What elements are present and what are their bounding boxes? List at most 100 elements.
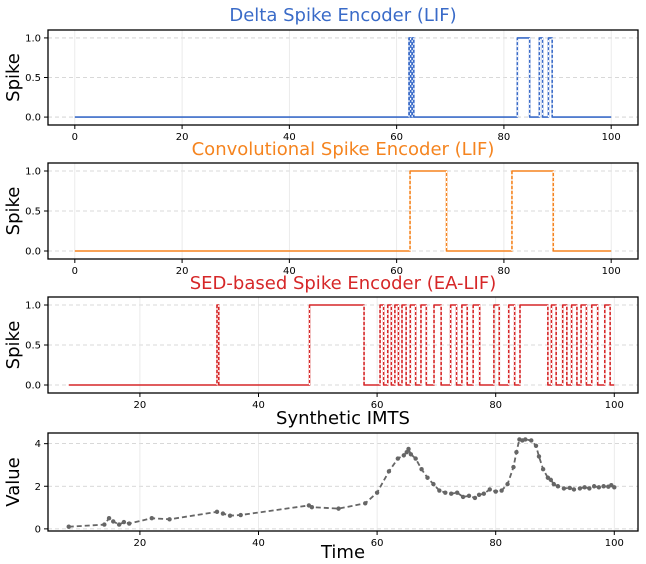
imts-point xyxy=(437,488,442,493)
delta-xtick-label: 0 xyxy=(72,132,78,143)
imts-point xyxy=(336,506,341,511)
sed-ytick-label: 0.5 xyxy=(25,341,41,352)
imts-point xyxy=(493,489,498,494)
sed-xtick-label: 20 xyxy=(134,400,147,411)
imts-point xyxy=(561,486,567,491)
delta-xtick-label: 100 xyxy=(602,132,621,143)
delta-title: Delta Spike Encoder (LIF) xyxy=(229,5,456,26)
imts-point xyxy=(149,516,154,521)
imts-point xyxy=(499,488,504,493)
imts-ytick-label: 2 xyxy=(35,482,41,493)
imts-point xyxy=(529,438,534,443)
imts-point xyxy=(571,487,577,492)
sed-xtick-label: 60 xyxy=(371,400,384,411)
imts-xlabel: Time xyxy=(320,542,365,563)
imts-point xyxy=(431,481,436,487)
panel-imts: 20 40 60 80 100 0 2 4 Synthetic IMTS Value Time xyxy=(3,408,639,563)
sed-title: SED-based Spike Encoder (EA-LIF) xyxy=(190,273,496,294)
imts-point xyxy=(395,456,401,461)
sed-series-line xyxy=(68,304,615,386)
delta-xtick-label: 80 xyxy=(498,132,511,143)
imts-point xyxy=(454,490,460,495)
imts-point xyxy=(220,511,226,516)
imts-point xyxy=(167,517,172,522)
imts-point xyxy=(413,456,418,461)
imts-ytick-label: 4 xyxy=(35,439,41,450)
imts-point xyxy=(511,464,516,470)
delta-ylabel: Spike xyxy=(3,53,24,102)
delta-ytick-label: 1.0 xyxy=(25,33,41,44)
conv-xtick-label: 80 xyxy=(498,266,511,277)
panel-conv: 0 20 40 60 80 100 0.0 0.5 1.0 Convolutional Spike… xyxy=(3,139,639,277)
imts-point xyxy=(127,521,132,526)
sed-ytick-label: 1.0 xyxy=(25,301,41,312)
sed-ytick-label: 0.0 xyxy=(25,381,41,392)
imts-series-line xyxy=(68,438,615,528)
imts-point xyxy=(102,522,107,527)
imts-point xyxy=(567,485,573,491)
conv-xtick-label: 0 xyxy=(72,266,78,277)
imts-point xyxy=(536,454,542,459)
imts-point xyxy=(404,449,409,455)
imts-point xyxy=(577,486,583,491)
imts-xtick-label: 20 xyxy=(134,538,147,549)
imts-point xyxy=(591,484,597,489)
conv-ytick-label: 0.5 xyxy=(25,207,41,218)
imts-point xyxy=(551,481,556,487)
imts-point xyxy=(363,501,368,506)
imts-point xyxy=(106,516,112,521)
imts-xtick-label: 60 xyxy=(371,538,384,549)
imts-point xyxy=(419,467,424,472)
imts-title: Synthetic IMTS xyxy=(276,408,410,429)
imts-point xyxy=(66,524,71,529)
delta-ytick-label: 0.0 xyxy=(25,113,41,124)
panel-sed: 20 40 60 80 100 0.0 0.5 1.0 SED-based Spike Enco… xyxy=(3,273,639,411)
imts-point xyxy=(408,452,414,457)
imts-point xyxy=(443,490,448,495)
conv-ytick-label: 1.0 xyxy=(25,167,41,178)
delta-xtick-label: 60 xyxy=(390,132,403,143)
imts-ylabel: Value xyxy=(3,457,24,506)
imts-point xyxy=(466,493,472,499)
imts-point xyxy=(548,477,554,483)
imts-point xyxy=(514,449,519,455)
conv-ytick-label: 0.0 xyxy=(25,247,41,258)
imts-point xyxy=(460,494,466,500)
imts-point xyxy=(386,469,392,474)
imts-point xyxy=(406,446,411,452)
imts-xtick-label: 100 xyxy=(605,538,624,549)
imts-point xyxy=(214,509,220,515)
imts-ytick-label: 0 xyxy=(35,524,41,535)
sed-xtick-label: 40 xyxy=(252,400,265,411)
imts-point xyxy=(487,487,492,492)
imts-point xyxy=(472,495,478,501)
imts-point xyxy=(582,485,587,490)
imts-point xyxy=(533,443,539,448)
imts-point xyxy=(596,485,602,490)
panel-delta: 0 20 40 60 80 100 0.0 0.5 1.0 Delta Spike Encoder… xyxy=(3,5,639,143)
delta-xtick-label: 20 xyxy=(176,132,189,143)
delta-series-line xyxy=(74,37,612,118)
conv-ylabel: Spike xyxy=(3,187,24,236)
imts-point xyxy=(476,492,482,497)
imts-point xyxy=(309,504,315,510)
imts-point xyxy=(116,522,122,527)
conv-title: Convolutional Spike Encoder (LIF) xyxy=(192,139,495,160)
sed-ylabel: Spike xyxy=(3,321,24,370)
sed-xtick-label: 80 xyxy=(489,400,502,411)
imts-point xyxy=(601,484,606,489)
imts-point xyxy=(587,486,592,491)
delta-xtick-label: 40 xyxy=(283,132,296,143)
imts-point xyxy=(540,467,546,472)
imts-point xyxy=(425,475,430,480)
conv-xtick-label: 40 xyxy=(283,266,296,277)
imts-xtick-label: 80 xyxy=(489,538,502,549)
imts-point xyxy=(227,513,233,518)
imts-axes-frame xyxy=(47,432,639,532)
imts-point xyxy=(523,437,528,442)
imts-point xyxy=(401,453,406,458)
imts-xtick-label: 40 xyxy=(252,538,265,549)
sed-xtick-label: 100 xyxy=(605,400,624,411)
imts-point xyxy=(121,519,127,525)
